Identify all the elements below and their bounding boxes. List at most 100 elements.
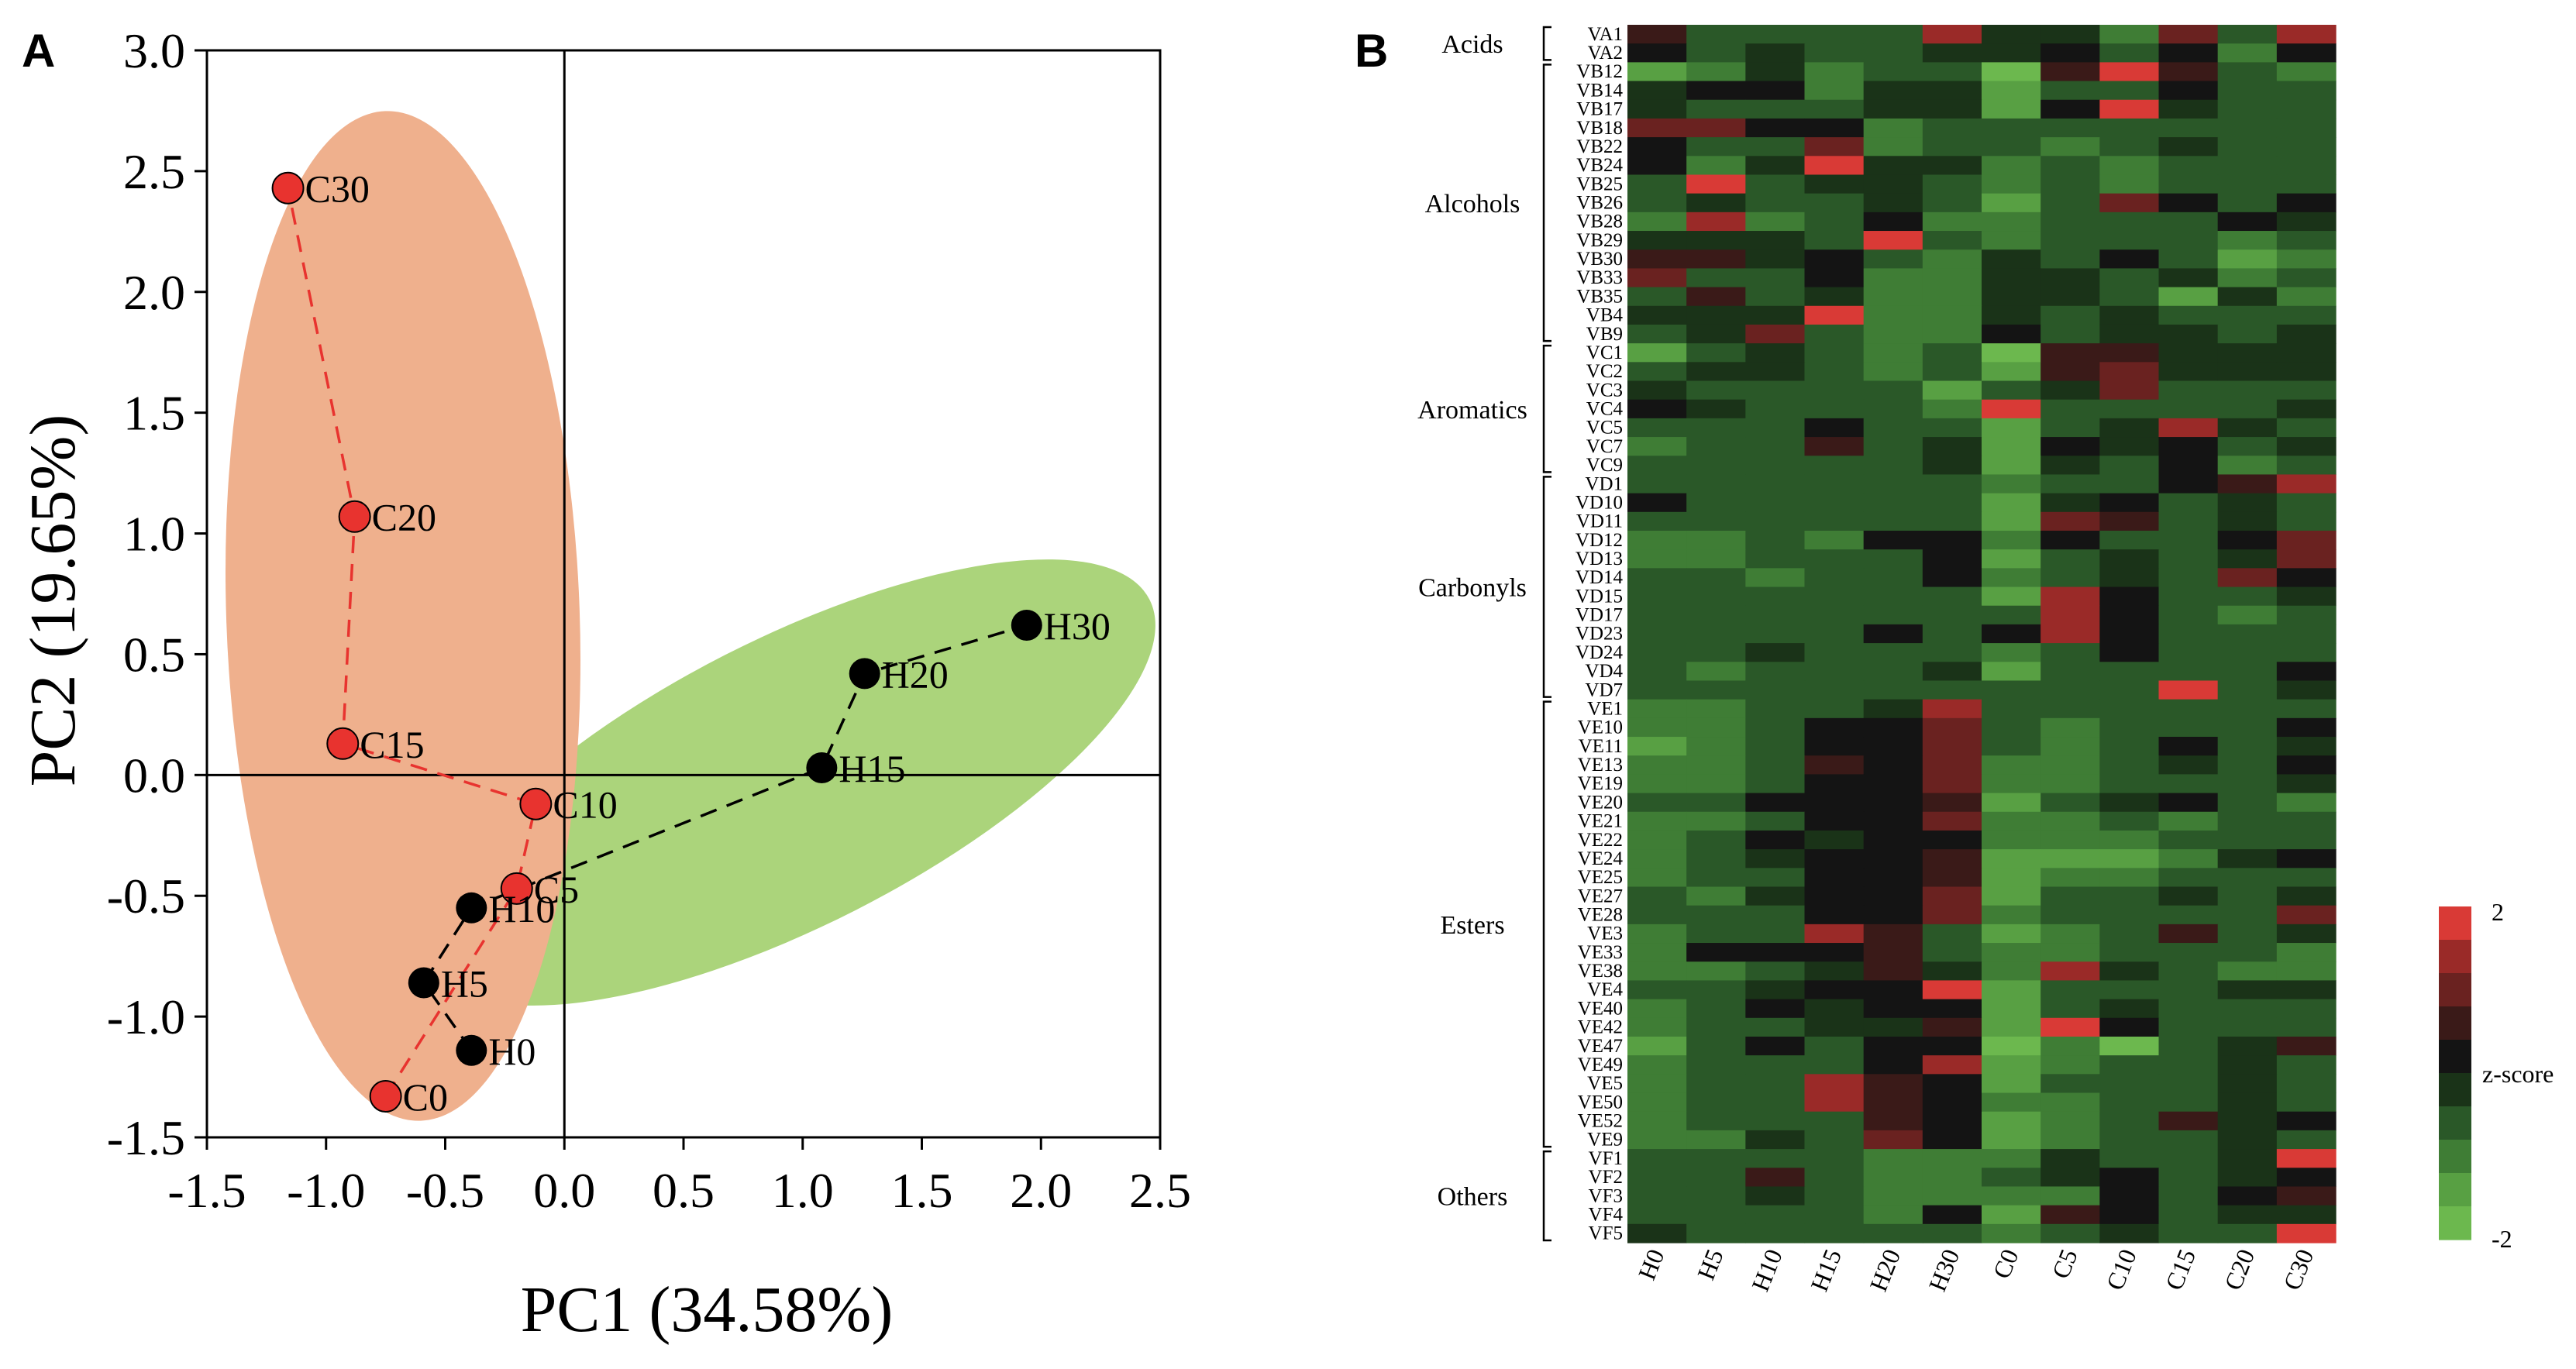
heat-cell xyxy=(1982,905,2041,925)
heat-cell xyxy=(1745,362,1806,382)
heat-cell xyxy=(1922,287,1982,307)
heat-cell xyxy=(1863,643,1923,662)
heat-cell xyxy=(2158,493,2219,513)
heat-cell xyxy=(1922,830,1982,850)
heat-cell xyxy=(1627,980,1687,1000)
heat-cell xyxy=(1982,1055,2041,1075)
heat-cell xyxy=(2158,680,2219,700)
heat-cell xyxy=(1745,793,1806,813)
x-tick-label: 2.0 xyxy=(1010,1163,1072,1218)
heat-cell xyxy=(1804,530,1865,550)
heat-cell xyxy=(2099,118,2160,138)
heat-cell xyxy=(2217,437,2278,456)
heat-cell xyxy=(2099,699,2160,719)
heat-cell xyxy=(2276,43,2337,63)
heat-cell xyxy=(2099,1074,2160,1094)
heat-cell xyxy=(1686,830,1746,850)
heat-cell xyxy=(1922,961,1982,982)
heat-cell xyxy=(2099,268,2160,288)
heat-cell xyxy=(1982,662,2041,682)
heat-cell xyxy=(1863,586,1923,607)
heat-cell xyxy=(2099,156,2160,176)
heat-cell xyxy=(2040,530,2100,550)
heat-cell xyxy=(2040,305,2100,325)
heat-cell xyxy=(1804,961,1865,982)
heat-cell xyxy=(2040,1130,2100,1150)
row-label: VD10 xyxy=(1576,492,1623,513)
heat-cell xyxy=(2040,174,2100,194)
heat-cell xyxy=(2099,418,2160,438)
heat-cell xyxy=(1745,493,1806,513)
point-label-c30: C30 xyxy=(305,167,370,211)
heat-cell xyxy=(2099,961,2160,982)
heat-cell xyxy=(1686,980,1746,1000)
row-label: VB22 xyxy=(1576,136,1623,157)
heat-cell xyxy=(1627,586,1687,607)
panel-b-letter: B xyxy=(1355,25,1388,77)
heat-cell xyxy=(2217,212,2278,232)
row-label: VD14 xyxy=(1576,567,1624,588)
heat-cell xyxy=(1982,231,2041,250)
heat-cell xyxy=(2158,849,2219,869)
heat-cell xyxy=(1745,399,1806,419)
heat-cell xyxy=(2158,643,2219,662)
heat-cell xyxy=(1863,530,1923,550)
c-group-region xyxy=(226,111,580,1121)
row-label: VE10 xyxy=(1578,717,1623,738)
heat-cell xyxy=(2099,1223,2160,1243)
point-c15 xyxy=(326,727,360,760)
heat-cell xyxy=(2276,1130,2337,1150)
y-tick-label: -1.0 xyxy=(107,989,185,1044)
heat-cell xyxy=(1686,662,1746,682)
heat-cell xyxy=(1627,231,1687,250)
heat-cell xyxy=(1745,456,1806,476)
heat-cell xyxy=(2276,193,2337,213)
heat-cell xyxy=(2099,343,2160,363)
heat-cell xyxy=(2217,511,2278,531)
heat-cell xyxy=(2040,493,2100,513)
heat-cell xyxy=(2040,231,2100,250)
heat-cell xyxy=(1863,231,1923,250)
heat-cell xyxy=(2158,1092,2219,1113)
heat-cell xyxy=(2276,268,2337,288)
heat-cell xyxy=(1627,1130,1687,1150)
heat-cell xyxy=(1982,530,2041,550)
heat-cell xyxy=(1982,25,2041,44)
heat-cell xyxy=(1804,362,1865,382)
heat-cell xyxy=(2040,568,2100,588)
heat-cell xyxy=(1982,643,2041,662)
heat-cell xyxy=(1745,1205,1806,1225)
heat-cell xyxy=(2217,568,2278,588)
heat-cell xyxy=(1804,81,1865,101)
heat-cell xyxy=(1982,418,2041,438)
heat-cell xyxy=(1627,568,1687,588)
heat-cell xyxy=(2276,305,2337,325)
heat-cell xyxy=(1922,680,1982,700)
heat-cell xyxy=(1686,1149,1746,1168)
y-tick-label: -1.5 xyxy=(107,1110,185,1165)
heat-cell xyxy=(1804,1130,1865,1150)
heat-cell xyxy=(2276,1111,2337,1131)
heat-cell xyxy=(1863,717,1923,738)
heat-cell xyxy=(2040,643,2100,662)
heat-cell xyxy=(2099,830,2160,850)
row-label: VB29 xyxy=(1576,230,1623,251)
heat-cell xyxy=(1686,717,1746,738)
heat-cell xyxy=(2040,980,2100,1000)
heat-cell xyxy=(1745,924,1806,944)
heat-cell xyxy=(1627,774,1687,794)
heat-cell xyxy=(1745,980,1806,1000)
heat-cell xyxy=(1863,343,1923,363)
heat-cell xyxy=(1922,1205,1982,1225)
heat-cell xyxy=(1745,568,1806,588)
heat-cell xyxy=(1627,999,1687,1019)
heat-cell xyxy=(1922,343,1982,363)
heat-cell xyxy=(2276,793,2337,813)
heat-cell xyxy=(1863,156,1923,176)
x-tick-label: -1.5 xyxy=(167,1163,246,1218)
heat-cell xyxy=(1982,1130,2041,1150)
row-label: VE33 xyxy=(1578,942,1623,963)
heat-cell xyxy=(1982,980,2041,1000)
heat-cell xyxy=(2276,717,2337,738)
heat-cell xyxy=(2217,81,2278,101)
